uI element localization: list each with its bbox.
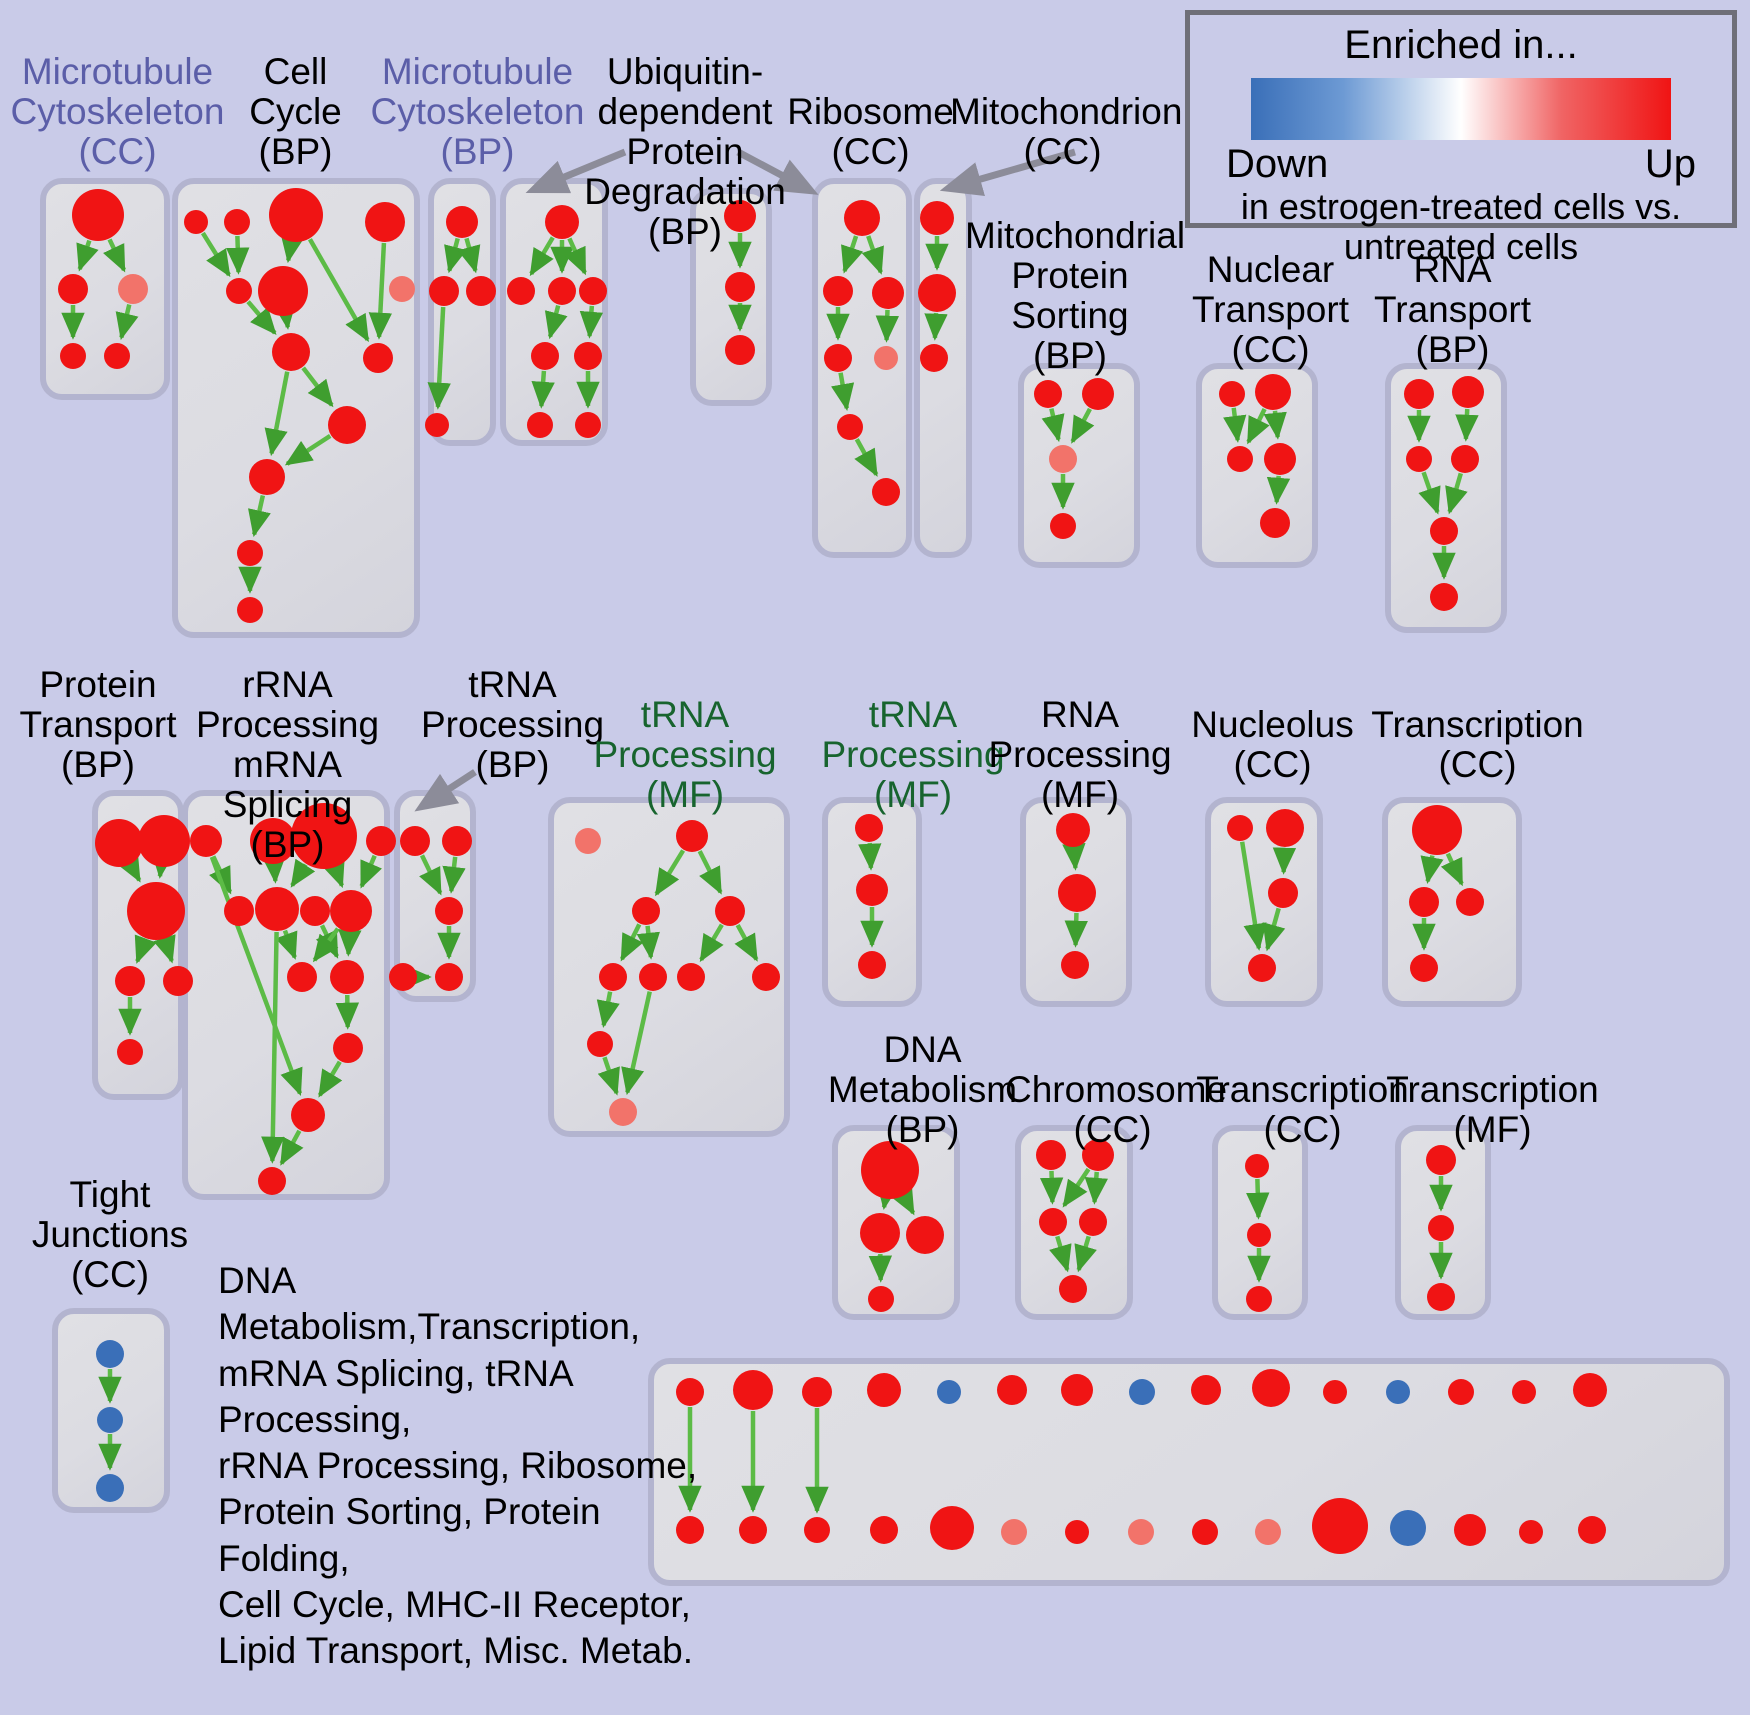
box-transcription-cc2 [1212, 1125, 1308, 1320]
box-transcription-mf [1395, 1125, 1491, 1320]
legend-end-labels: Down Up [1212, 142, 1710, 187]
legend-subtitle: in estrogen-treated cells vs. untreated … [1240, 186, 1682, 267]
box-misc-strip [648, 1358, 1730, 1586]
box-tight-junctions [52, 1308, 170, 1513]
label-ribosome-cc: Ribosome (CC) [787, 91, 954, 172]
legend-title: Enriched in... [1344, 23, 1578, 67]
label-trna-processing-mf-1: tRNA Processing (MF) [593, 694, 777, 815]
box-dna-metabolism [832, 1125, 960, 1320]
box-microtubule-cc [40, 178, 170, 400]
label-chromosome-cc: Chromosome (CC) [1005, 1069, 1228, 1150]
box-trna-mf-2 [822, 797, 922, 1007]
label-mitochondrial-protein-sorting-bp: Mitochondrial Protein Sorting (BP) [965, 215, 1186, 376]
legend-panel: Enriched in... Down Up in estrogen-treat… [1185, 10, 1737, 266]
box-nucleolus [1205, 797, 1323, 1007]
label-trna-processing-bp: tRNA Processing (BP) [420, 664, 605, 785]
label-ubiquitin-protein-degradation-bp: Ubiquitin- dependent Protein Degradation… [584, 51, 786, 252]
box-ribosome [812, 178, 912, 558]
box-chromosome [1015, 1125, 1133, 1320]
label-microtubule-cytoskeleton-cc: Microtubule Cytoskeleton (CC) [10, 51, 225, 172]
legend-color-bar [1251, 78, 1671, 140]
box-cell-cycle [172, 178, 420, 638]
label-nucleolus-cc: Nucleolus (CC) [1191, 704, 1354, 785]
box-mito-sorting [1018, 363, 1140, 568]
box-nuclear-transport [1196, 363, 1318, 568]
box-mitochondrion [914, 178, 972, 558]
box-transcription-cc [1382, 797, 1522, 1007]
label-transcription-cc-bottom: Transcription (CC) [1196, 1069, 1409, 1150]
label-transcription-cc-top: Transcription (CC) [1371, 704, 1584, 785]
label-protein-transport-bp: Protein Transport (BP) [19, 664, 177, 785]
label-tight-junctions-cc: Tight Junctions (CC) [31, 1174, 189, 1295]
label-nuclear-transport-cc: Nuclear Transport (CC) [1192, 249, 1349, 370]
label-microtubule-cytoskeleton-bp: Microtubule Cytoskeleton (BP) [370, 51, 585, 172]
box-trna-mf-1 [548, 797, 790, 1137]
misc-categories-text: DNA Metabolism,Transcription, mRNA Splic… [218, 1260, 698, 1671]
legend-low-label: Down [1226, 142, 1329, 186]
label-trna-processing-mf-2: tRNA Processing (MF) [821, 694, 1005, 815]
legend-high-label: Up [1644, 142, 1696, 186]
box-rna-processing [1020, 797, 1132, 1007]
label-dna-metabolism-bp: DNA Metabolism (BP) [827, 1029, 1018, 1150]
label-rrna-mrna-splicing-bp: rRNA Processing mRNA Splicing (BP) [195, 664, 380, 865]
box-rna-transport [1385, 363, 1507, 633]
label-cell-cycle-bp: Cell Cycle (BP) [249, 51, 342, 172]
label-transcription-mf: Transcription (MF) [1386, 1069, 1599, 1150]
box-microtubule-bp [428, 178, 496, 446]
label-rna-transport-bp: RNA Transport (BP) [1374, 249, 1531, 370]
label-rna-processing-mf: RNA Processing (MF) [988, 694, 1172, 815]
label-mitochondrion-cc: Mitochondrion (CC) [950, 91, 1183, 172]
